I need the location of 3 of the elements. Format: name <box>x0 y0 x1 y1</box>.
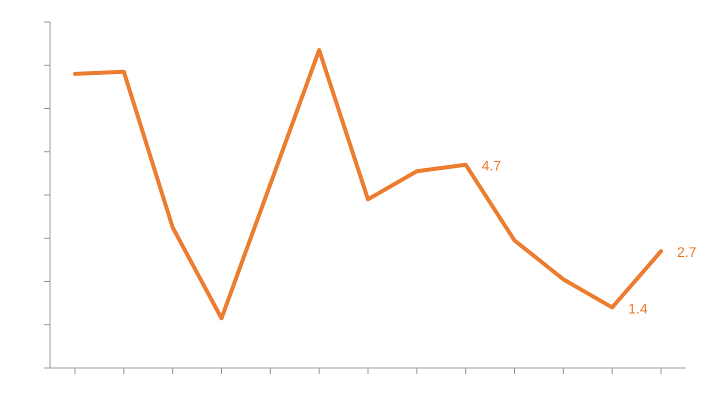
data-label: 4.7 <box>482 158 502 174</box>
data-label: 2.7 <box>677 244 697 260</box>
data-label: 1.4 <box>628 300 648 316</box>
